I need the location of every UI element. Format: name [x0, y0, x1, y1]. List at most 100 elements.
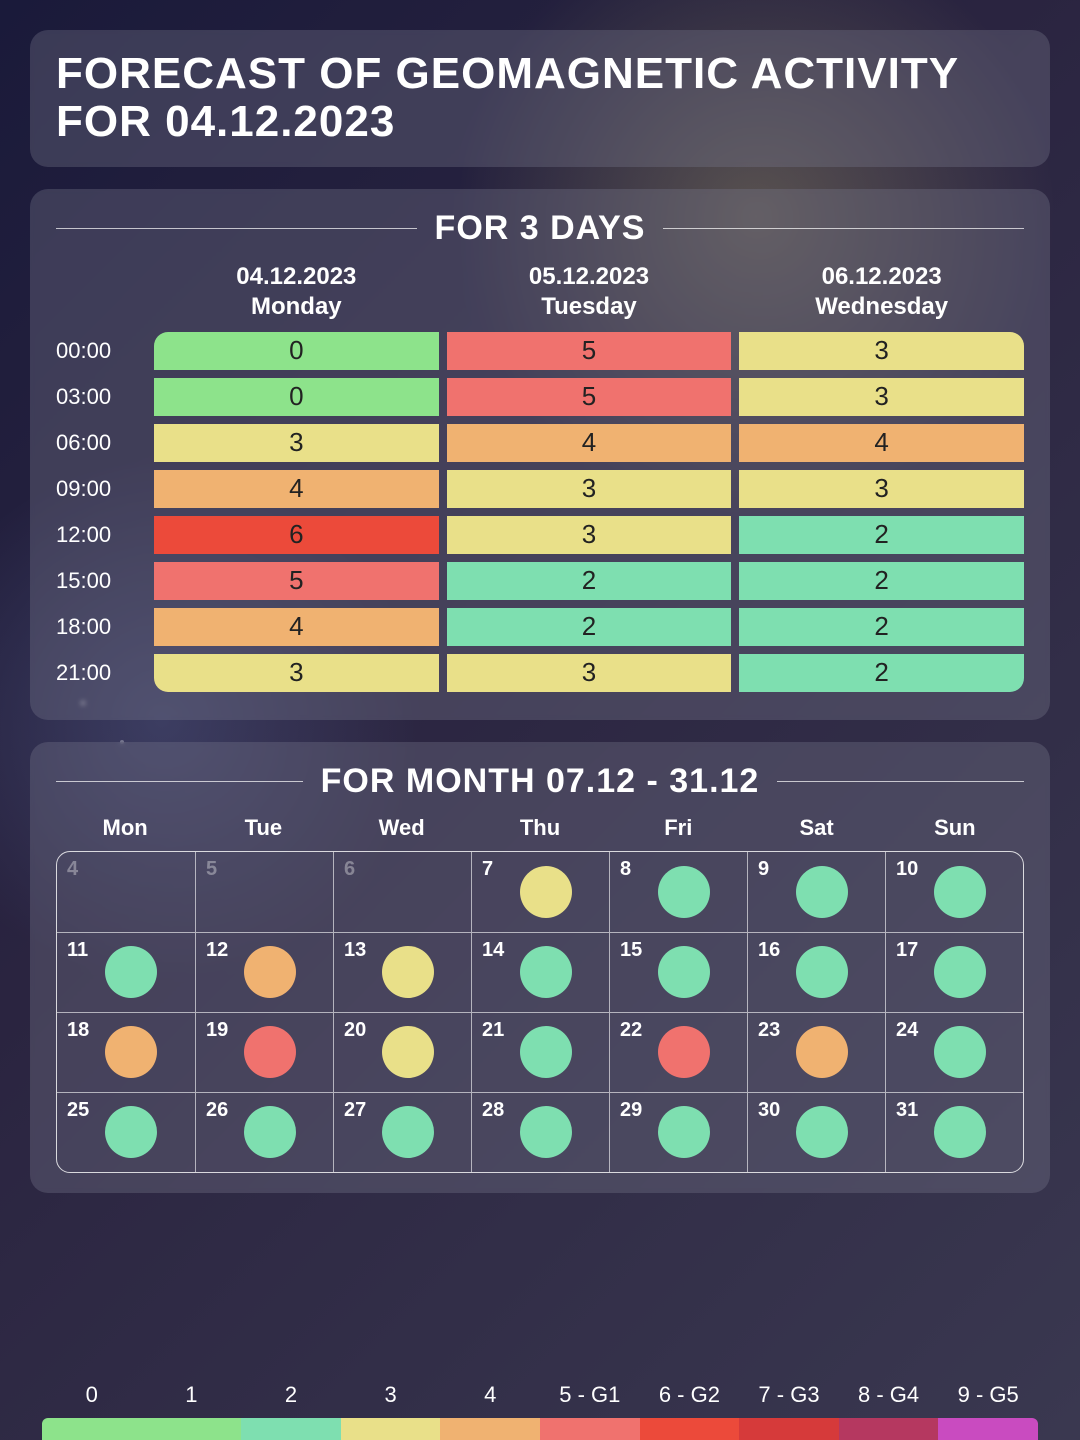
- legend-label: 6 - G2: [640, 1382, 740, 1408]
- day-weekday: Wednesday: [739, 292, 1024, 322]
- kp-dot: [658, 946, 710, 998]
- calendar-cell: 4: [57, 852, 195, 932]
- month-header: FOR MONTH 07.12 - 31.12: [56, 762, 1024, 801]
- calendar-cell: 6: [333, 852, 471, 932]
- hour-label: 00:00: [56, 332, 146, 370]
- kp-dot: [105, 1106, 157, 1158]
- calendar-cell: 27: [333, 1092, 471, 1172]
- kp-dot: [382, 946, 434, 998]
- kp-dot: [934, 866, 986, 918]
- day-weekday: Tuesday: [447, 292, 732, 322]
- legend-swatch: [42, 1418, 142, 1440]
- legend-swatch: [839, 1418, 939, 1440]
- kp-dot: [520, 866, 572, 918]
- calendar-day-number: 28: [482, 1099, 504, 1122]
- month-panel: FOR MONTH 07.12 - 31.12 MonTueWedThuFriS…: [30, 742, 1050, 1193]
- calendar-cell: 21: [471, 1012, 609, 1092]
- calendar-day-number: 8: [620, 858, 631, 881]
- calendar-day-number: 22: [620, 1019, 642, 1042]
- calendar-row: 25 26 27 28 29 30 31: [57, 1092, 1023, 1172]
- calendar-cell: 15: [609, 932, 747, 1012]
- day-date: 04.12.2023: [154, 262, 439, 292]
- kp-dot: [796, 1026, 848, 1078]
- calendar-cell: 19: [195, 1012, 333, 1092]
- calendar-day-number: 23: [758, 1019, 780, 1042]
- calendar-day-number: 15: [620, 939, 642, 962]
- calendar-cell: 28: [471, 1092, 609, 1172]
- legend-swatch: [540, 1418, 640, 1440]
- calendar-day-number: 14: [482, 939, 504, 962]
- calendar-day-number: 10: [896, 858, 918, 881]
- kp-dot: [520, 1026, 572, 1078]
- calendar-dow: Sun: [886, 815, 1024, 841]
- kp-dot: [244, 946, 296, 998]
- kp-cell: 3: [739, 378, 1024, 416]
- three-day-heading: FOR 3 DAYS: [435, 209, 646, 248]
- calendar-dow: Tue: [194, 815, 332, 841]
- day-column-header: 05.12.2023 Tuesday: [447, 262, 732, 322]
- legend-label: 3: [341, 1382, 441, 1408]
- calendar-dow: Mon: [56, 815, 194, 841]
- calendar-day-number: 26: [206, 1099, 228, 1122]
- kp-dot: [934, 1106, 986, 1158]
- page-title: FORECAST OF GEOMAGNETIC ACTIVITY FOR 04.…: [56, 50, 1024, 147]
- kp-dot: [244, 1106, 296, 1158]
- hour-label: 09:00: [56, 470, 146, 508]
- rule: [56, 228, 417, 229]
- calendar-day-number: 12: [206, 939, 228, 962]
- calendar-day-number: 9: [758, 858, 769, 881]
- calendar-cell: 18: [57, 1012, 195, 1092]
- calendar-cell: 16: [747, 932, 885, 1012]
- hour-row: 06:00 344: [56, 424, 1024, 462]
- kp-cell: 2: [447, 562, 732, 600]
- legend-label: 0: [42, 1382, 142, 1408]
- hour-row: 12:00 632: [56, 516, 1024, 554]
- calendar-day-number: 6: [344, 858, 355, 881]
- kp-cell: 3: [154, 424, 439, 462]
- legend-swatch: [938, 1418, 1038, 1440]
- calendar-dow: Thu: [471, 815, 609, 841]
- kp-cell: 2: [447, 608, 732, 646]
- calendar-grid: 4 5 6 7 8 9 10 11 12 13 14 15 16 17 18: [56, 851, 1024, 1173]
- legend-label: 2: [241, 1382, 341, 1408]
- kp-dot: [796, 946, 848, 998]
- rule: [56, 781, 303, 782]
- calendar-cell: 8: [609, 852, 747, 932]
- calendar-cell: 23: [747, 1012, 885, 1092]
- calendar-day-number: 13: [344, 939, 366, 962]
- three-day-header: FOR 3 DAYS: [56, 209, 1024, 248]
- kp-legend: 012345 - G16 - G27 - G38 - G49 - G5: [30, 1382, 1050, 1440]
- calendar-day-number: 31: [896, 1099, 918, 1122]
- three-day-panel: FOR 3 DAYS 04.12.2023 Monday 05.12.2023 …: [30, 189, 1050, 720]
- hour-label: 15:00: [56, 562, 146, 600]
- hour-row: 09:00 433: [56, 470, 1024, 508]
- kp-cell: 4: [154, 470, 439, 508]
- kp-dot: [934, 1026, 986, 1078]
- legend-swatch: [739, 1418, 839, 1440]
- kp-cell: 0: [154, 378, 439, 416]
- kp-dot: [520, 946, 572, 998]
- kp-cell: 4: [739, 424, 1024, 462]
- kp-cell: 3: [739, 470, 1024, 508]
- kp-dot: [520, 1106, 572, 1158]
- calendar-row: 18 19 20 21 22 23 24: [57, 1012, 1023, 1092]
- hour-row: 03:00 053: [56, 378, 1024, 416]
- calendar-cell: 9: [747, 852, 885, 932]
- calendar-cell: 29: [609, 1092, 747, 1172]
- kp-dot: [796, 866, 848, 918]
- kp-dot: [244, 1026, 296, 1078]
- calendar-day-number: 5: [206, 858, 217, 881]
- calendar-day-number: 7: [482, 858, 493, 881]
- calendar-dow: Fri: [609, 815, 747, 841]
- calendar-day-number: 30: [758, 1099, 780, 1122]
- hour-label: 12:00: [56, 516, 146, 554]
- legend-label: 9 - G5: [938, 1382, 1038, 1408]
- kp-cell: 5: [447, 378, 732, 416]
- calendar-day-number: 4: [67, 858, 78, 881]
- calendar-cell: 26: [195, 1092, 333, 1172]
- kp-cell: 2: [739, 654, 1024, 692]
- calendar-row: 4 5 6 7 8 9 10: [57, 852, 1023, 932]
- legend-label: 7 - G3: [739, 1382, 839, 1408]
- kp-dot: [658, 1026, 710, 1078]
- rule: [663, 228, 1024, 229]
